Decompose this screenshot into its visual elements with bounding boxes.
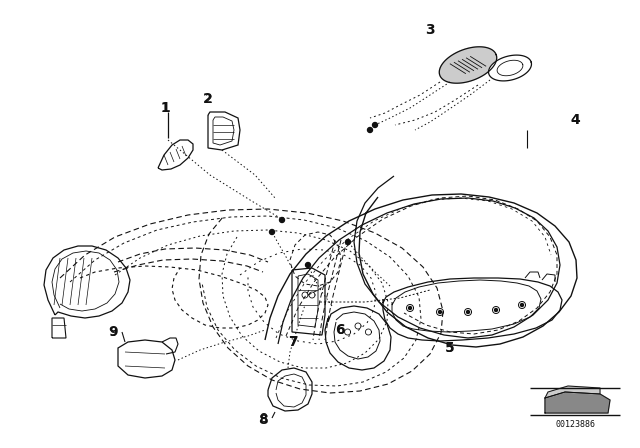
Text: 2: 2	[203, 92, 213, 106]
Polygon shape	[367, 128, 372, 133]
Text: 9: 9	[108, 325, 118, 339]
Text: 1: 1	[161, 102, 169, 115]
Polygon shape	[346, 240, 351, 245]
Text: 8: 8	[258, 413, 268, 427]
Polygon shape	[466, 63, 470, 67]
Polygon shape	[408, 306, 412, 310]
Text: 5: 5	[445, 341, 455, 355]
Text: 00123886: 00123886	[555, 419, 595, 428]
Polygon shape	[280, 217, 285, 223]
Polygon shape	[488, 55, 531, 81]
Polygon shape	[305, 263, 310, 267]
Text: 3: 3	[425, 23, 435, 37]
Text: 6: 6	[336, 323, 344, 336]
Polygon shape	[372, 122, 378, 128]
Text: 4: 4	[570, 113, 580, 127]
Polygon shape	[438, 310, 442, 314]
Polygon shape	[545, 392, 610, 413]
Text: 5: 5	[446, 341, 454, 354]
Polygon shape	[269, 229, 275, 234]
Text: 7: 7	[288, 335, 298, 349]
Text: 9: 9	[109, 326, 117, 339]
Polygon shape	[545, 386, 600, 398]
Text: 4: 4	[571, 113, 579, 127]
Text: 7: 7	[289, 336, 297, 349]
Polygon shape	[439, 47, 497, 83]
Polygon shape	[467, 310, 470, 314]
Polygon shape	[495, 309, 497, 311]
Text: 1: 1	[160, 101, 170, 115]
Text: 8: 8	[259, 412, 267, 425]
Text: 2: 2	[204, 92, 212, 105]
Text: 6: 6	[335, 323, 345, 337]
Polygon shape	[520, 303, 524, 306]
